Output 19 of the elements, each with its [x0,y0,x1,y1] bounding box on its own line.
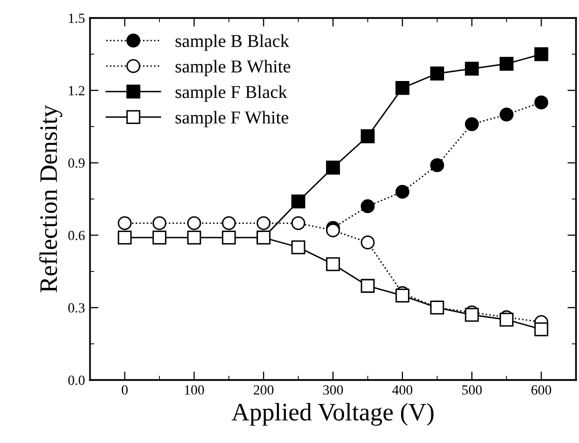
x-tick-label: 600 [531,385,552,395]
y-axis-title: Reflection Density [39,105,62,292]
x-tick-label: 0 [122,385,128,395]
y-tick-label: 1.2 [69,86,84,96]
y-tick-label: 0.9 [68,158,85,168]
x-tick-label: 200 [254,385,274,395]
x-tick-label: 100 [184,385,204,395]
y-tick-label: 0.6 [68,230,85,240]
x-axis-title: Applied Voltage (V) [232,403,434,426]
legend-label: sample B Black [176,34,290,51]
legend-label: sample B White [176,60,290,76]
legend-label: sample F Black [176,85,288,102]
x-tick-label: 300 [323,385,343,395]
x-tick-label: 400 [392,385,412,395]
x-tick-label: 500 [462,385,482,395]
y-tick-label: 0.3 [68,303,85,313]
y-tick-label: 1.5 [69,14,85,24]
y-tick-label: 0.0 [68,376,85,386]
legend-label: sample F White [176,110,288,128]
